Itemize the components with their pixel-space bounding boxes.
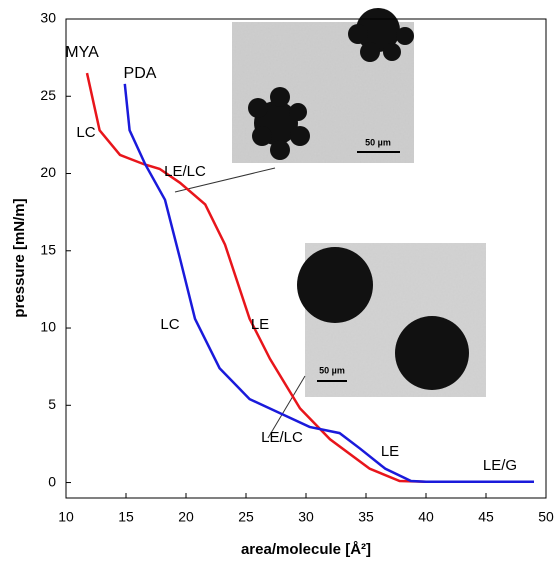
y-tick-label: 0 [48,473,56,489]
annotation: LE/LC [261,429,303,446]
annotation: LE/G [483,457,517,474]
scale-bar-label: 50 µm [365,137,391,147]
x-tick-label: 30 [298,509,314,525]
x-tick-label: 40 [418,509,434,525]
x-tick-label: 25 [238,509,254,525]
annotation: LC [76,124,95,141]
x-tick-label: 20 [178,509,194,525]
x-tick-label: 50 [538,509,554,525]
x-tick-label: 45 [478,509,494,525]
x-axis-label: area/molecule [Å²] [241,541,371,558]
x-tick-label: 15 [118,509,134,525]
annotation: LE [251,316,269,333]
series-label: MYA [65,44,99,61]
annotation: LE/LC [164,163,206,180]
y-axis-label: pressure [mN/m] [11,198,28,317]
y-tick-label: 15 [40,241,56,257]
annotation: LC [160,316,179,333]
y-tick-label: 30 [40,10,56,26]
y-tick-label: 25 [40,87,56,103]
chart: area/molecule [Å²] pressure [mN/m] 10 15 2… [0,0,558,560]
y-tick-label: 5 [48,396,56,412]
annotation: LE [381,443,399,460]
x-tick-label: 35 [358,509,374,525]
y-tick-label: 10 [40,319,56,335]
series-label: PDA [124,65,157,82]
y-tick-label: 20 [40,164,56,180]
scale-bar-label: 50 µm [319,365,345,375]
x-tick-label: 10 [58,509,74,525]
